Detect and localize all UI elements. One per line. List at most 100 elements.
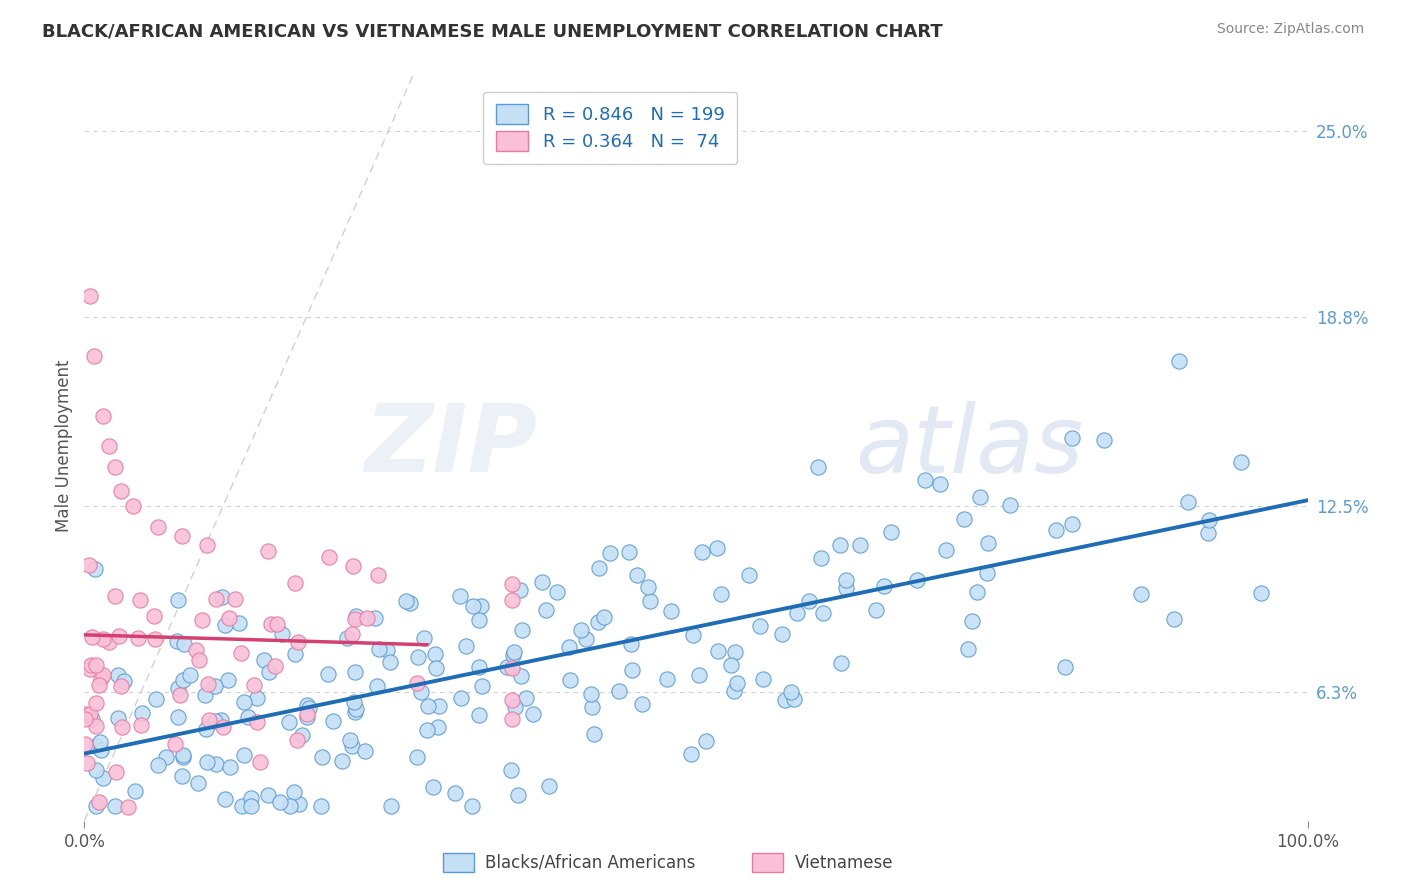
Point [285, 733, 308, 747]
Point [607, 684, 630, 698]
Point [122, 499, 145, 513]
Point [835, 581, 858, 595]
Point [502, 592, 524, 607]
Point [631, 697, 654, 711]
Point [1054, 660, 1077, 674]
Point [422, 780, 444, 794]
Point [343, 695, 366, 709]
Point [706, 541, 728, 556]
Point [218, 760, 240, 774]
Point [172, 529, 194, 543]
Point [172, 673, 194, 687]
Point [283, 575, 305, 590]
Point [114, 673, 136, 688]
Point [1177, 495, 1199, 509]
Point [266, 617, 288, 632]
Point [145, 692, 167, 706]
Point [339, 733, 361, 747]
Point [204, 591, 226, 606]
Point [1060, 431, 1083, 445]
Point [239, 791, 262, 805]
Point [1197, 525, 1219, 540]
Point [90, 742, 112, 756]
Point [1198, 513, 1220, 527]
Point [73, 712, 96, 726]
Point [1250, 585, 1272, 599]
Point [79, 662, 101, 676]
Point [311, 798, 333, 813]
Point [233, 747, 256, 762]
Point [501, 763, 523, 777]
Point [84, 798, 107, 813]
Point [620, 637, 643, 651]
Point [443, 786, 465, 800]
Point [343, 705, 366, 719]
Point [426, 720, 449, 734]
Point [110, 679, 132, 693]
Point [496, 660, 519, 674]
Point [537, 779, 560, 793]
Point [204, 679, 226, 693]
Point [536, 603, 558, 617]
Point [79, 657, 101, 672]
Point [456, 639, 478, 653]
Point [546, 584, 568, 599]
Point [366, 679, 388, 693]
Point [342, 739, 364, 753]
Point [93, 772, 115, 786]
Legend: R = 0.846   N = 199, R = 0.364   N =  74: R = 0.846 N = 199, R = 0.364 N = 74 [484, 92, 737, 164]
Point [929, 476, 952, 491]
Point [509, 583, 531, 598]
Point [966, 584, 988, 599]
Point [579, 687, 602, 701]
Point [797, 594, 820, 608]
Point [187, 653, 209, 667]
Point [316, 667, 339, 681]
Point [89, 795, 111, 809]
Point [257, 788, 280, 802]
Point [246, 715, 269, 730]
Point [1230, 455, 1253, 469]
Point [1163, 612, 1185, 626]
Point [124, 783, 146, 797]
Point [502, 693, 524, 707]
Point [143, 608, 166, 623]
Point [195, 722, 218, 736]
Point [97, 634, 120, 648]
Point [515, 690, 537, 705]
Point [588, 561, 610, 575]
Point [76, 756, 98, 771]
Point [367, 567, 389, 582]
Point [502, 712, 524, 726]
Point [91, 409, 114, 423]
Point [104, 460, 127, 475]
Point [212, 720, 235, 734]
Point [427, 699, 450, 714]
Point [143, 632, 166, 646]
Point [969, 490, 991, 504]
Point [873, 579, 896, 593]
Point [165, 737, 187, 751]
Point [218, 611, 240, 625]
Point [148, 758, 170, 772]
Point [278, 798, 301, 813]
Point [409, 685, 432, 699]
Point [467, 659, 489, 673]
Point [558, 640, 581, 654]
Point [107, 668, 129, 682]
Point [688, 667, 710, 681]
Text: Vietnamese: Vietnamese [794, 854, 893, 871]
Point [131, 706, 153, 721]
Point [297, 698, 319, 713]
Point [599, 546, 621, 560]
Point [626, 567, 648, 582]
Point [1045, 523, 1067, 537]
Point [342, 558, 364, 573]
Point [416, 698, 439, 713]
Point [569, 623, 592, 637]
Point [531, 574, 554, 589]
Point [90, 671, 112, 685]
Point [813, 607, 835, 621]
Point [1092, 433, 1115, 447]
Point [512, 623, 534, 637]
